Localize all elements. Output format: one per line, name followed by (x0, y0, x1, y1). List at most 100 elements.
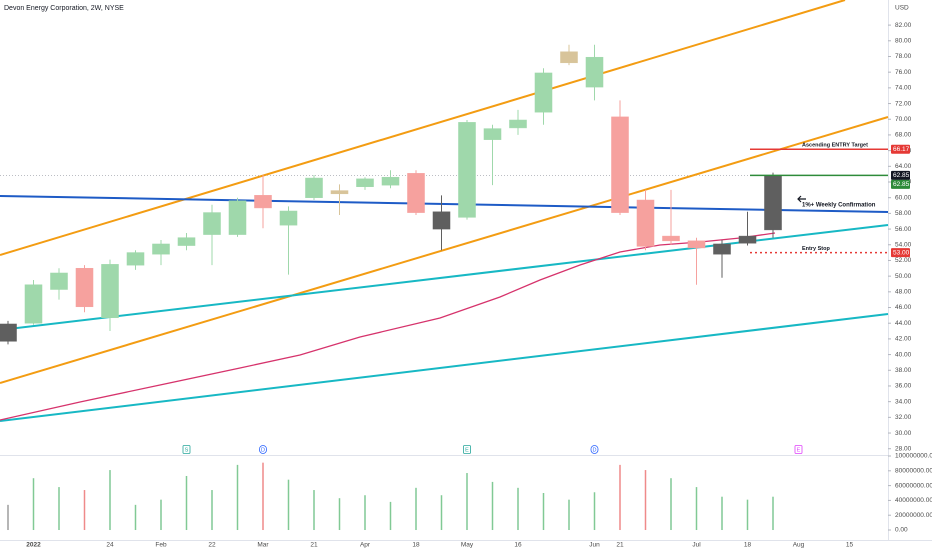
candle-body (432, 211, 451, 230)
x-tick-label: Mar (257, 542, 269, 549)
y-tick-label: 72.00 (895, 100, 912, 107)
event-label: D (593, 447, 597, 453)
last-price-label: 62.85 (893, 172, 910, 179)
candle-body (356, 178, 374, 188)
volume-tick-label: 40000000.00 (895, 497, 932, 504)
candle-body (611, 116, 629, 213)
y-tick-label: 78.00 (895, 53, 912, 60)
trend-line (0, 195, 889, 213)
volume-bar (313, 490, 315, 531)
volume-bar (440, 495, 443, 531)
volume-bar (466, 473, 468, 531)
event-label: D (261, 447, 265, 453)
x-tick-label: Apr (360, 542, 371, 549)
channel-line (0, 0, 846, 256)
volume-bar (32, 478, 35, 531)
level-label-box (891, 144, 910, 154)
x-tick-label: May (461, 542, 474, 549)
y-tick-label: 48.00 (895, 289, 912, 296)
x-tick-label: 21 (616, 542, 624, 549)
candle-body (509, 119, 527, 129)
x-tick-label: 15 (846, 542, 854, 549)
y-tick-label: 56.00 (895, 226, 912, 233)
event-label: E (797, 447, 801, 453)
x-tick-label: Jun (589, 542, 600, 549)
last-price-label-box (891, 170, 910, 180)
x-tick-label: 21 (310, 542, 318, 549)
volume-bar (670, 478, 672, 531)
volume-bar (491, 481, 494, 531)
level-label: 66.17 (893, 146, 910, 153)
y-tick-label: 60.00 (895, 194, 912, 201)
x-tick-label: 18 (412, 542, 420, 549)
volume-bar (7, 504, 9, 531)
candle-body (330, 190, 349, 195)
candle-body (0, 323, 17, 342)
candle-body (458, 122, 476, 218)
volume-tick-label: 100000000.00 (895, 453, 932, 460)
y-tick-label: 54.00 (895, 241, 912, 248)
level-label-box (891, 179, 910, 189)
y-tick-label: 42.00 (895, 336, 912, 343)
y-tick-label: 46.00 (895, 304, 912, 311)
candle-body (50, 272, 68, 290)
candle-body (560, 51, 578, 64)
x-tick-label: 22 (208, 542, 216, 549)
candle-body (687, 240, 706, 249)
volume-bar (746, 499, 749, 531)
volume-bar (83, 490, 86, 531)
volume-bar (568, 499, 570, 531)
x-tick-label: Aug (793, 542, 805, 549)
y-tick-label: 50.00 (895, 273, 912, 280)
candle-body (764, 175, 782, 231)
candle-body (279, 210, 298, 226)
annotation: 1%+ Weekly Confirmation (802, 203, 876, 209)
candle-body (126, 252, 145, 266)
candle-body (381, 176, 400, 186)
y-tick-label: 68.00 (895, 132, 912, 139)
level-label: 53.00 (893, 249, 910, 256)
volume-bar (134, 504, 137, 531)
candle-body (483, 128, 502, 140)
volume-bar (644, 470, 647, 531)
volume-bar (364, 495, 366, 531)
drawings (0, 0, 889, 422)
candle-body (713, 243, 731, 255)
y-tick-label: 52.00 (895, 257, 912, 264)
candle-body (203, 212, 221, 235)
volume-tick-label: 20000000.00 (895, 512, 932, 519)
x-tick-label: 2022 (26, 542, 41, 549)
volume-bar (772, 496, 774, 531)
volume-bar (619, 464, 621, 531)
volume-bar (287, 479, 290, 531)
y-tick-label: 82.00 (895, 22, 912, 29)
y-tick-label: 36.00 (895, 383, 912, 390)
candle-body (24, 284, 43, 324)
volume-bar (542, 493, 545, 531)
channel-line (0, 116, 889, 384)
left-arrow (797, 195, 806, 203)
volume-bar (338, 498, 341, 531)
candle-body (101, 264, 119, 319)
y-tick-label: 28.00 (895, 445, 912, 452)
candle-body (254, 195, 272, 209)
x-tick-label: 24 (106, 542, 114, 549)
event-badge (182, 445, 191, 454)
volume-bar (262, 462, 264, 531)
volume-bar (109, 470, 111, 531)
chart-title: Devon Energy Corporation, 2W, NYSE (4, 5, 124, 12)
volume-bar (185, 475, 188, 531)
y-tick-label: 64.00 (895, 163, 912, 170)
y-tick-label: 76.00 (895, 69, 912, 76)
y-tick-label: 70.00 (895, 116, 912, 123)
candle-body (177, 237, 196, 246)
candle-body (228, 200, 247, 235)
volume-bar (389, 501, 392, 531)
level-label: 62.85 (893, 181, 910, 188)
volume-tick-label: 80000000.00 (895, 468, 932, 475)
trend-line (0, 313, 889, 422)
volume-bar (160, 499, 162, 531)
event-label: S (185, 447, 189, 453)
y-tick-label: 32.00 (895, 414, 912, 421)
